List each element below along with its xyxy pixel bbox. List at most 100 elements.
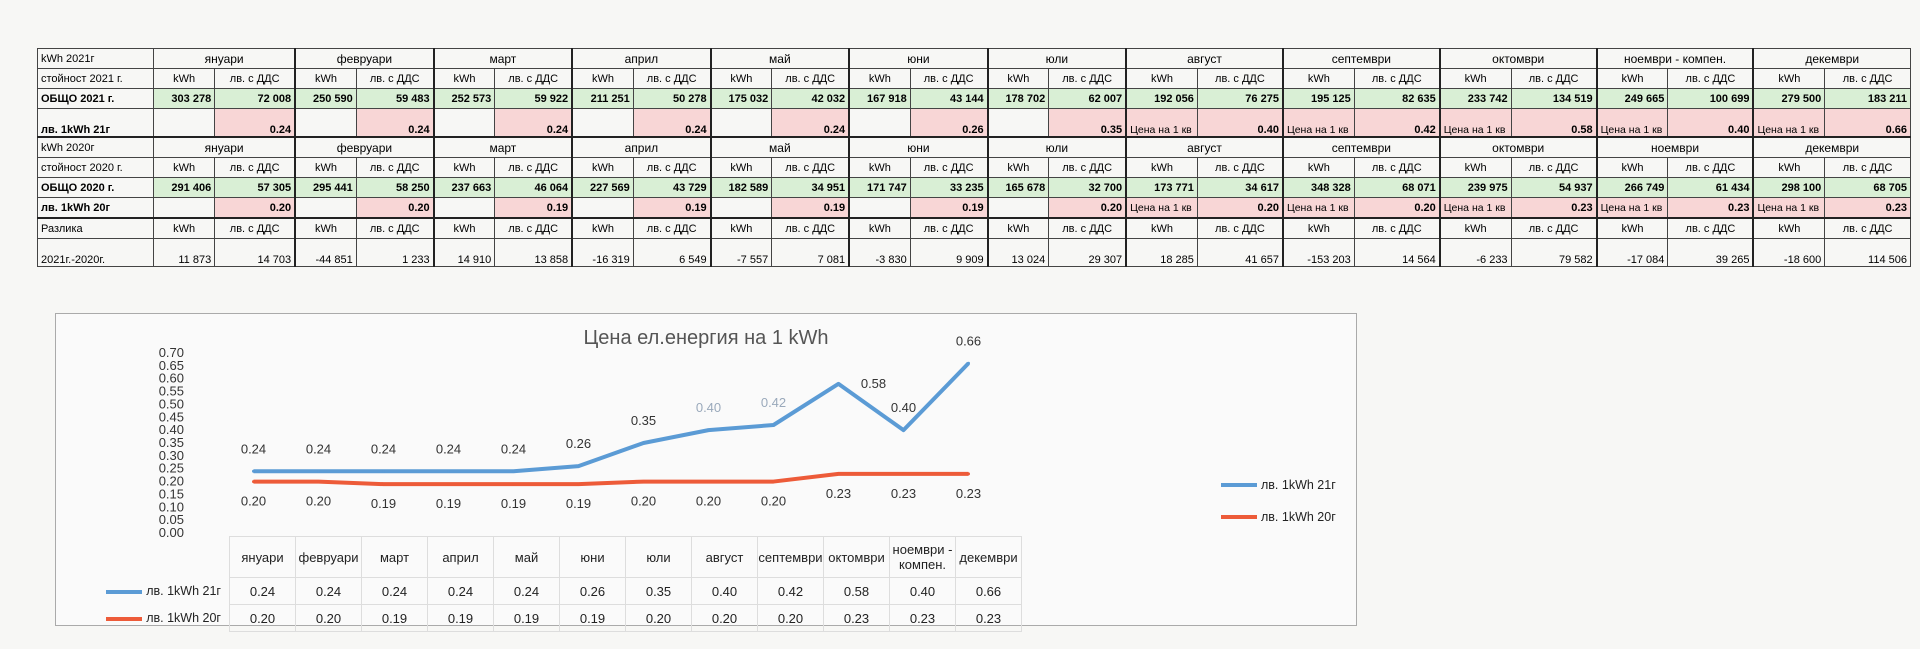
unit-lv: лв. с ДДС xyxy=(1824,157,1911,178)
price-cell: 0.24 xyxy=(632,108,712,138)
price-cell: 0.24 xyxy=(771,108,850,138)
unit-kwh: kWh xyxy=(1125,157,1198,178)
month-header: април xyxy=(571,136,712,158)
year2020-units-row: стойност 2020 г. kWh лв. с ДДС kWh лв. с ДДС… xyxy=(36,157,1911,178)
month-header: октомври xyxy=(1438,136,1598,158)
total-kwh-cell: 167 918 xyxy=(848,88,911,109)
total-label: ОБЩО 2021 г. xyxy=(36,88,155,109)
unit-lv: лв. с ДДС xyxy=(1667,157,1754,178)
unit-lv: лв. с ДДС xyxy=(1824,68,1911,89)
price-cell: 0.19 xyxy=(632,197,712,219)
y-tick-label: 0.15 xyxy=(159,486,184,501)
unit-lv: лв. с ДДС xyxy=(1824,217,1911,239)
price-note: Цена на 1 кв xyxy=(1438,197,1512,219)
total-lv-cell: 72 008 xyxy=(214,88,296,109)
year2020-total-row: ОБЩО 2020 г. 291 406 57 305 295 441 58 250 23… xyxy=(36,177,1911,198)
data-point xyxy=(577,482,580,486)
price-cell: 0.23 xyxy=(1667,197,1754,219)
difference-lv-cell: 14 703 xyxy=(214,238,296,267)
y-tick-label: 0.60 xyxy=(159,371,184,386)
month-header: юни xyxy=(848,136,989,158)
empty-cell xyxy=(294,108,357,138)
unit-kwh: kWh xyxy=(1125,217,1198,239)
series-value-cell: 0.20 xyxy=(757,604,824,632)
series-value-cell: 0.66 xyxy=(955,577,1022,605)
difference-period-label: 2021г.-2020г. xyxy=(36,238,155,267)
y-tick-label: 0.45 xyxy=(159,409,184,424)
data-point xyxy=(967,361,970,365)
series-value-cell: 0.42 xyxy=(757,577,824,605)
price-note: Цена на 1 кв xyxy=(1281,197,1355,219)
series-value-cell: 0.20 xyxy=(295,604,362,632)
data-label: 0.66 xyxy=(956,333,981,348)
series-value-cell: 0.24 xyxy=(493,577,560,605)
total-kwh-cell: 298 100 xyxy=(1752,177,1826,198)
category-label: февруари xyxy=(295,536,362,578)
unit-lv: лв. с ДДС xyxy=(494,217,573,239)
empty-cell xyxy=(432,108,496,138)
price-cell: 0.58 xyxy=(1510,108,1598,138)
total-kwh-cell: 291 406 xyxy=(153,177,216,198)
y-tick-label: 0.40 xyxy=(159,422,184,437)
unit-lv: лв. с ДДС xyxy=(1510,157,1598,178)
data-label: 0.24 xyxy=(306,441,331,456)
unit-kwh: kWh xyxy=(986,157,1050,178)
difference-lv-cell: 9 909 xyxy=(909,238,989,267)
data-label: 0.26 xyxy=(566,436,591,451)
total-lv-cell: 59 922 xyxy=(494,88,573,109)
unit-lv: лв. с ДДС xyxy=(771,157,850,178)
total-kwh-cell: 182 589 xyxy=(709,177,773,198)
price-note: Цена на 1 кв xyxy=(1125,197,1198,219)
data-label: 0.35 xyxy=(631,413,656,428)
data-point xyxy=(837,382,840,386)
price-cell: 0.19 xyxy=(494,197,573,219)
unit-lv: лв. с ДДС xyxy=(1048,68,1127,89)
total-kwh-cell: 165 678 xyxy=(986,177,1050,198)
empty-cell xyxy=(571,108,634,138)
unit-lv: лв. с ДДС xyxy=(909,157,989,178)
data-point xyxy=(707,428,710,432)
year2020-price-row: лв. 1kWh 20г 0.20 0.20 0.19 0.19 0.19 0.19 0.20… xyxy=(36,197,1911,219)
series-2021-line xyxy=(253,361,970,474)
data-label: 0.19 xyxy=(566,496,591,511)
price-cell: 0.20 xyxy=(1048,197,1127,219)
month-header: август xyxy=(1125,48,1284,69)
data-label: 0.20 xyxy=(696,494,721,509)
unit-kwh: kWh xyxy=(571,157,634,178)
unit-kwh: kWh xyxy=(571,68,634,89)
series-value-cell: 0.40 xyxy=(889,577,956,605)
unit-lv: лв. с ДДС xyxy=(1510,217,1598,239)
legend-label: лв. 1kWh 20г xyxy=(1261,510,1336,524)
year2021-price-row: лв. 1kWh 21г 0.24 0.24 0.24 0.24 0.24 0.26 0.35… xyxy=(36,108,1911,138)
price-cell: 0.40 xyxy=(1667,108,1754,138)
month-header: ноември xyxy=(1595,136,1754,158)
price-label: лв. 1kWh 21г xyxy=(36,108,155,138)
y-tick-label: 0.25 xyxy=(159,461,184,476)
unit-lv: лв. с ДДС xyxy=(1196,68,1284,89)
month-header: септември xyxy=(1281,48,1441,69)
data-point xyxy=(772,480,775,484)
month-header: ноември - компен. xyxy=(1595,48,1754,69)
total-kwh-cell: 348 328 xyxy=(1281,177,1355,198)
month-header: май xyxy=(709,48,850,69)
category-label: март xyxy=(361,536,428,578)
unit-lv: лв. с ДДС xyxy=(214,217,296,239)
data-label: 0.24 xyxy=(371,441,396,456)
data-point xyxy=(317,480,320,484)
total-lv-cell: 54 937 xyxy=(1510,177,1598,198)
difference-units-row: Разлика kWh лв. с ДДС kWh лв. с ДДС kWh лв. с … xyxy=(36,217,1911,239)
empty-cell xyxy=(153,197,216,219)
year-header-label: kWh 2020г xyxy=(36,136,155,158)
unit-lv: лв. с ДДС xyxy=(214,68,296,89)
difference-kwh-cell: -44 851 xyxy=(294,238,357,267)
y-tick-label: 0.35 xyxy=(159,435,184,450)
unit-kwh: kWh xyxy=(432,68,496,89)
difference-lv-cell: 114 506 xyxy=(1824,238,1911,267)
unit-lv: лв. с ДДС xyxy=(494,68,573,89)
price-chart: Цена ел.енергия на 1 kWh 0.00 0.05 0.10 0.1… xyxy=(55,313,1357,632)
unit-lv: лв. с ДДС xyxy=(632,68,712,89)
price-cell: 0.19 xyxy=(909,197,989,219)
y-tick-label: 0.70 xyxy=(159,345,184,360)
month-header: май xyxy=(709,136,850,158)
y-tick-label: 0.20 xyxy=(159,474,184,489)
